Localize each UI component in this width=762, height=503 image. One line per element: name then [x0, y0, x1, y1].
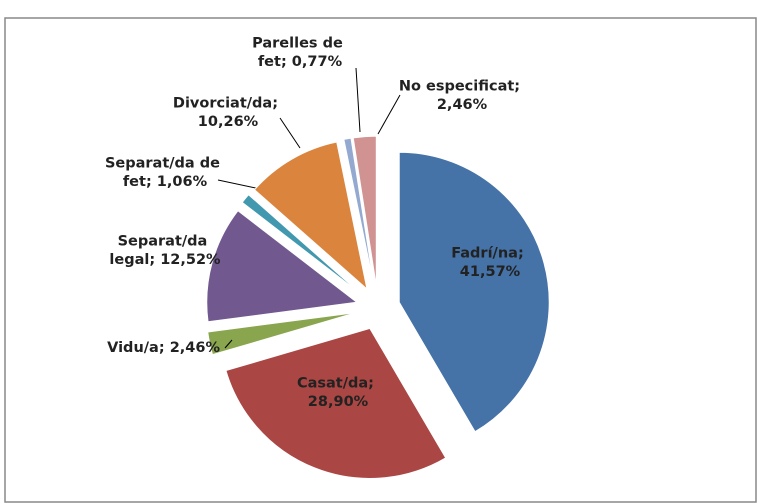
- data-label: Vidu/a; 2,46%: [107, 340, 220, 356]
- leader-line: [279, 117, 301, 149]
- data-label: Casat/da; 28,90%: [297, 376, 379, 410]
- label-line: Divorciat/da;: [173, 96, 283, 112]
- pie-slice: [398, 151, 550, 433]
- label-line: 28,90%: [308, 394, 369, 410]
- label-line: 10,26%: [198, 114, 259, 130]
- pie-slice: [352, 135, 377, 287]
- pie-slice: [343, 137, 375, 287]
- label-line: Separat/da: [118, 234, 213, 250]
- label-line: 41,57%: [460, 264, 521, 280]
- leader-line: [355, 67, 361, 133]
- data-label: Parelles de fet; 0,77%: [252, 36, 348, 70]
- label-line: fet; 0,77%: [258, 54, 343, 70]
- pie-slice: [225, 327, 447, 479]
- leader-line: [377, 94, 401, 135]
- data-label: Separat/da de fet; 1,06%: [105, 156, 225, 190]
- leader-line: [224, 339, 233, 349]
- label-line: Parelles de: [252, 36, 348, 52]
- label-line: No especificat;: [399, 79, 525, 95]
- cropped-title-strip: [0, 0, 762, 10]
- data-label: Fadrí/na; 41,57%: [451, 246, 529, 280]
- pie-slice: [241, 194, 362, 295]
- data-label: Divorciat/da; 10,26%: [173, 96, 283, 130]
- label-line: Casat/da;: [297, 376, 379, 392]
- pie-slice: [207, 312, 357, 356]
- label-line: 2,46%: [437, 97, 488, 113]
- label-line: Fadrí/na;: [451, 246, 529, 262]
- label-line: Separat/da de: [105, 156, 225, 172]
- data-label: No especificat; 2,46%: [399, 79, 525, 113]
- label-line: fet; 1,06%: [123, 174, 208, 190]
- label-line: legal; 12,52%: [109, 252, 221, 268]
- pie-slice: [253, 141, 368, 291]
- data-label: Separat/da legal; 12,52%: [109, 234, 221, 268]
- pie-slice: [206, 210, 359, 323]
